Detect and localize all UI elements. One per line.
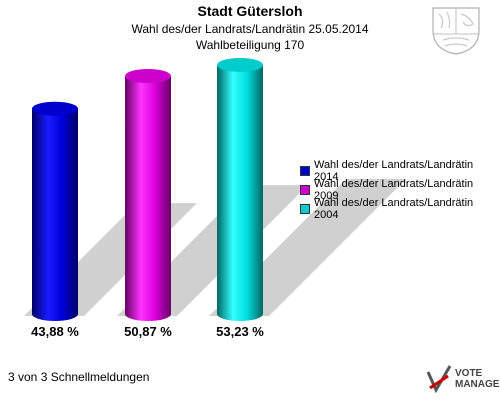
bar-2009 xyxy=(125,69,171,321)
bar-top-2009 xyxy=(125,69,171,84)
value-label-2014: 43,88 % xyxy=(31,324,79,339)
legend-item: Wahl des/der Landrats/Landrätin 2009 xyxy=(300,178,500,202)
legend-label: Wahl des/der Landrats/Landrätin 2009 xyxy=(313,178,474,202)
legend-label: Wahl des/der Landrats/Landrätin 2014 xyxy=(313,159,474,183)
chart-subtitle: Wahl des/der Landrats/Landrätin 25.05.20… xyxy=(131,22,369,36)
legend-item: Wahl des/der Landrats/Landrätin 2004 xyxy=(300,197,500,221)
legend-swatch-2014 xyxy=(300,166,310,176)
status-text: 3 von 3 Schnellmeldungen xyxy=(8,370,150,384)
turnout-label: Wahlbeteiligung 170 xyxy=(195,38,305,52)
legend-item: Wahl des/der Landrats/Landrätin 2014 xyxy=(300,159,500,183)
vote-manager-logo-text: VOTE MANAGER xyxy=(455,368,500,390)
value-label-2009: 50,87 % xyxy=(124,324,172,339)
legend-label: Wahl des/der Landrats/Landrätin 2004 xyxy=(313,197,474,221)
value-label-2004: 53,23 % xyxy=(216,324,264,339)
chart-title: Stadt Gütersloh xyxy=(197,3,303,19)
legend-swatch-2009 xyxy=(300,185,310,195)
chart-legend: Wahl des/der Landrats/Landrätin 2014 Wah… xyxy=(300,159,500,221)
bar-2004 xyxy=(217,57,263,321)
coat-of-arms-icon xyxy=(432,7,480,55)
vote-manager-logo-icon xyxy=(426,365,452,394)
bar-top-2004 xyxy=(217,57,263,72)
legend-swatch-2004 xyxy=(300,204,310,214)
bar-top-2014 xyxy=(32,101,78,116)
bar-2014 xyxy=(32,101,78,321)
